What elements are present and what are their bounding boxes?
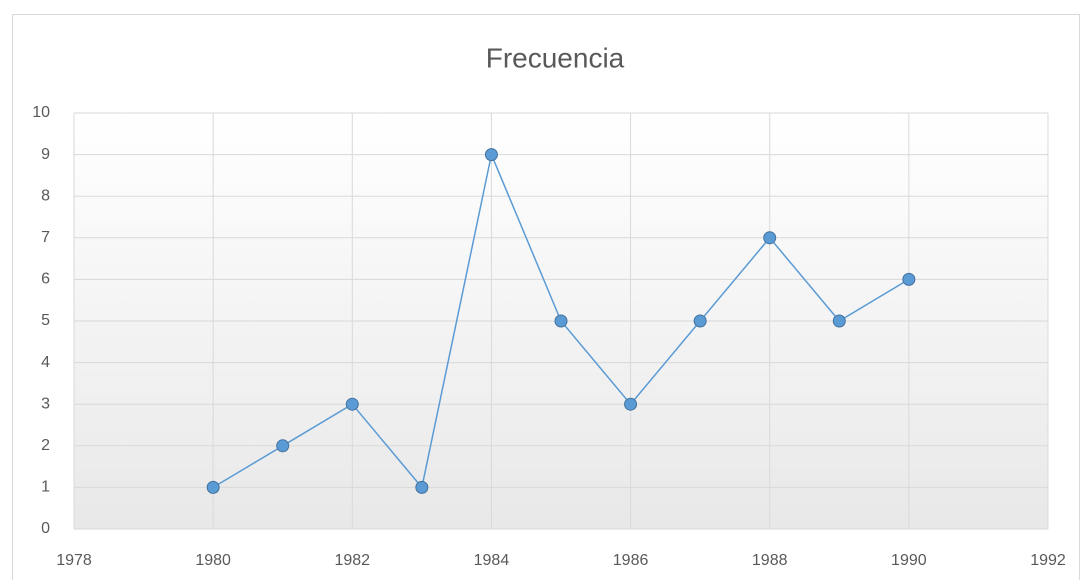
data-point (276, 439, 290, 453)
x-tick-label: 1982 (334, 552, 370, 569)
y-tick-label: 4 (41, 354, 50, 371)
x-tick-label: 1980 (195, 552, 231, 569)
y-tick-label: 10 (32, 104, 50, 121)
x-tick-label: 1990 (891, 552, 927, 569)
chart-title: Frecuencia (486, 42, 625, 73)
data-point (415, 480, 429, 494)
data-point (693, 314, 707, 328)
y-tick-label: 3 (41, 395, 50, 412)
data-point (206, 480, 220, 494)
x-tick-label: 1978 (56, 552, 92, 569)
y-tick-label: 1 (41, 479, 50, 496)
y-tick-label: 6 (41, 271, 50, 288)
data-point (484, 148, 498, 162)
y-tick-label: 9 (41, 146, 50, 163)
data-point (345, 397, 359, 411)
y-tick-label: 8 (41, 187, 50, 204)
x-tick-label: 1984 (474, 552, 510, 569)
x-tick-label: 1986 (613, 552, 649, 569)
y-tick-label: 7 (41, 229, 50, 246)
data-point (763, 231, 777, 245)
x-tick-label: 1988 (752, 552, 788, 569)
y-tick-label: 5 (41, 312, 50, 329)
data-point (902, 272, 916, 286)
data-point (624, 397, 638, 411)
data-point (554, 314, 568, 328)
y-tick-label: 2 (41, 437, 50, 454)
data-point (832, 314, 846, 328)
x-tick-label: 1992 (1030, 552, 1066, 569)
y-tick-label: 0 (41, 520, 50, 537)
